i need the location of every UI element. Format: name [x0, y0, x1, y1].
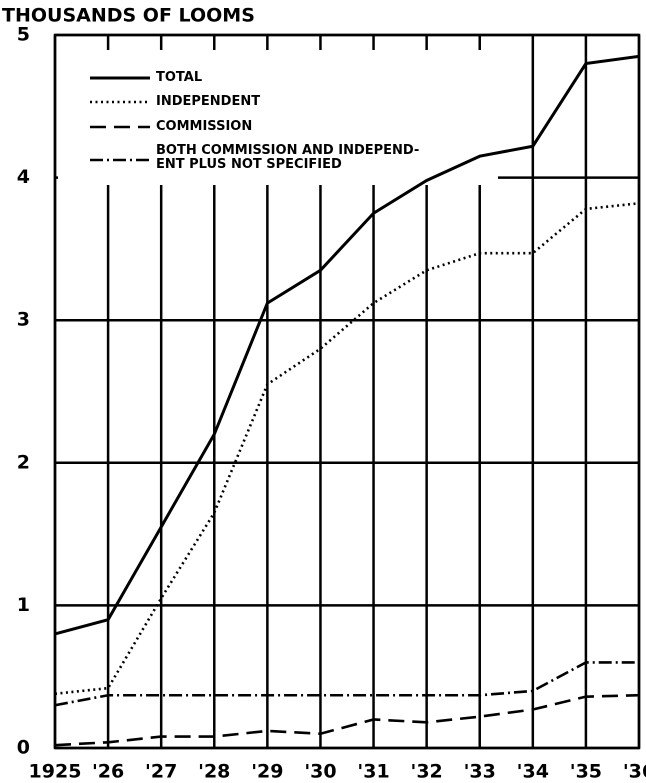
y-axis-label: THOUSANDS OF LOOMS	[2, 5, 255, 27]
series-line	[54, 661, 639, 707]
x-tick-label: '36	[623, 761, 646, 783]
y-tick-label: 0	[17, 737, 30, 759]
x-tick-label: '31	[357, 761, 389, 783]
x-tick-label: '30	[304, 761, 336, 783]
legend-label: BOTH COMMISSION AND INDEPEND- ENT PLUS N…	[156, 143, 420, 172]
x-tick-label: '26	[92, 761, 124, 783]
y-tick-label: 5	[17, 24, 30, 46]
x-tick-label: '33	[464, 761, 496, 783]
y-tick-label: 2	[17, 451, 30, 473]
x-tick-label: '35	[570, 761, 602, 783]
y-tick-label: 3	[17, 309, 30, 331]
plot-frame	[53, 33, 641, 750]
x-tick-label: '34	[517, 761, 549, 783]
legend-label: INDEPENDENT	[156, 94, 261, 109]
legend-label: COMMISSION	[156, 119, 253, 134]
x-tick-label: '32	[411, 761, 443, 783]
legend-label: TOTAL	[156, 70, 203, 85]
y-tick-label: 1	[17, 594, 30, 616]
y-tick-label: 4	[17, 166, 30, 188]
series-line	[54, 54, 640, 636]
x-tick-label: 1925	[29, 761, 82, 783]
series-line	[54, 693, 640, 747]
legend-box	[58, 50, 498, 185]
x-tick-label: '27	[145, 761, 177, 783]
series-line	[54, 201, 640, 696]
x-tick-label: '28	[198, 761, 230, 783]
x-tick-label: '29	[251, 761, 283, 783]
